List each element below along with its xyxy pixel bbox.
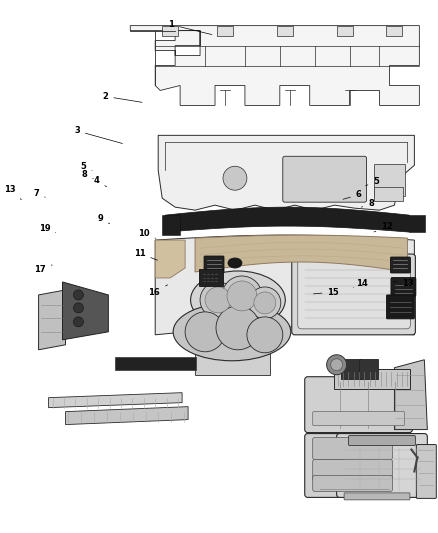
Polygon shape	[155, 240, 185, 278]
FancyBboxPatch shape	[283, 156, 367, 202]
Text: 15: 15	[314, 287, 339, 296]
FancyBboxPatch shape	[305, 433, 400, 497]
FancyBboxPatch shape	[374, 164, 406, 196]
FancyBboxPatch shape	[386, 295, 414, 319]
Circle shape	[247, 317, 283, 353]
FancyBboxPatch shape	[341, 359, 360, 379]
Circle shape	[74, 290, 83, 300]
Circle shape	[227, 281, 257, 311]
Circle shape	[205, 287, 231, 313]
Text: 14: 14	[353, 279, 368, 288]
FancyBboxPatch shape	[390, 257, 410, 273]
FancyBboxPatch shape	[374, 187, 403, 201]
Text: 19: 19	[39, 224, 56, 233]
FancyBboxPatch shape	[410, 215, 425, 232]
FancyBboxPatch shape	[337, 433, 427, 497]
Text: 11: 11	[134, 249, 158, 260]
FancyBboxPatch shape	[292, 254, 415, 335]
FancyBboxPatch shape	[115, 357, 196, 370]
Text: 7: 7	[34, 189, 45, 198]
Text: 6: 6	[343, 190, 362, 199]
FancyBboxPatch shape	[349, 435, 415, 446]
Circle shape	[327, 355, 346, 375]
Circle shape	[185, 312, 225, 352]
Polygon shape	[165, 207, 410, 232]
FancyBboxPatch shape	[334, 369, 410, 389]
Text: 9: 9	[97, 214, 110, 224]
FancyBboxPatch shape	[162, 26, 178, 36]
Text: 4: 4	[94, 176, 106, 187]
Polygon shape	[395, 360, 427, 430]
Ellipse shape	[173, 303, 291, 361]
Circle shape	[216, 306, 260, 350]
Polygon shape	[195, 333, 270, 375]
FancyBboxPatch shape	[204, 256, 224, 273]
Polygon shape	[155, 235, 414, 335]
Ellipse shape	[191, 271, 285, 329]
FancyBboxPatch shape	[344, 493, 410, 500]
Text: 5: 5	[81, 162, 92, 171]
Text: 8: 8	[361, 199, 374, 208]
Text: 17: 17	[34, 265, 52, 273]
Circle shape	[249, 287, 281, 319]
FancyBboxPatch shape	[337, 26, 353, 36]
Text: 5: 5	[366, 177, 379, 186]
Text: 2: 2	[102, 92, 142, 102]
Circle shape	[74, 303, 83, 313]
FancyBboxPatch shape	[277, 26, 293, 36]
Circle shape	[200, 282, 236, 318]
FancyBboxPatch shape	[298, 259, 410, 329]
FancyBboxPatch shape	[417, 445, 436, 498]
Text: 12: 12	[374, 222, 393, 232]
FancyBboxPatch shape	[359, 359, 378, 379]
FancyBboxPatch shape	[313, 438, 392, 459]
Text: 8: 8	[81, 170, 93, 179]
FancyBboxPatch shape	[162, 215, 180, 235]
Circle shape	[331, 359, 343, 371]
FancyBboxPatch shape	[391, 278, 416, 296]
Text: 13: 13	[4, 185, 21, 200]
FancyBboxPatch shape	[313, 411, 404, 425]
Text: 16: 16	[148, 285, 168, 296]
Circle shape	[223, 166, 247, 190]
Polygon shape	[66, 407, 188, 425]
Text: 3: 3	[74, 126, 123, 143]
Polygon shape	[49, 393, 182, 408]
FancyBboxPatch shape	[199, 269, 223, 286]
FancyBboxPatch shape	[313, 475, 392, 491]
Polygon shape	[158, 135, 414, 210]
Polygon shape	[39, 290, 66, 350]
Polygon shape	[130, 26, 419, 106]
Text: 10: 10	[138, 229, 155, 238]
Circle shape	[254, 292, 276, 314]
Polygon shape	[195, 235, 407, 272]
FancyBboxPatch shape	[217, 26, 233, 36]
Ellipse shape	[228, 258, 242, 268]
Text: 1: 1	[168, 20, 212, 35]
FancyBboxPatch shape	[313, 459, 392, 481]
FancyBboxPatch shape	[305, 377, 413, 433]
Polygon shape	[63, 282, 108, 340]
Circle shape	[74, 317, 83, 327]
FancyBboxPatch shape	[386, 26, 403, 36]
Text: 13: 13	[394, 279, 413, 288]
Circle shape	[222, 276, 262, 316]
